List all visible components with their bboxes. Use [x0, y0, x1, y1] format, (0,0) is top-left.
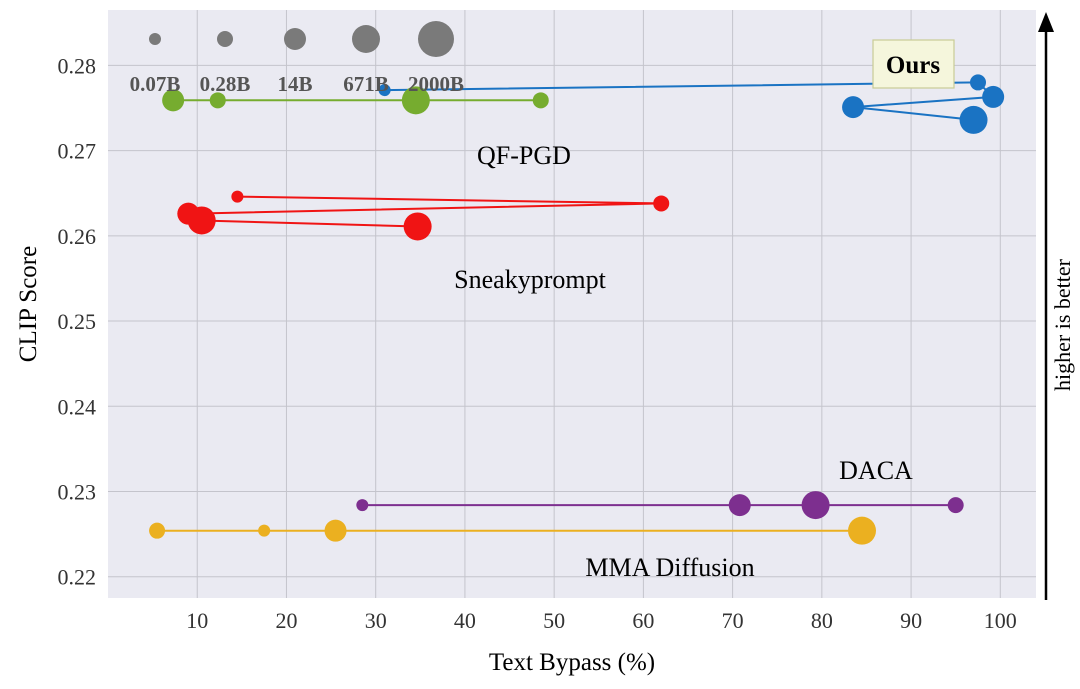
size-legend-label: 0.28B: [200, 72, 251, 96]
ours-badge: Ours: [872, 39, 955, 89]
data-point-qf-pgd: [532, 92, 549, 109]
series-label-sneakyprompt: Sneakyprompt: [454, 265, 606, 294]
svg-text:MMA Diffusion: MMA Diffusion: [585, 553, 754, 582]
series-label-mma-diffusion: MMA Diffusion: [585, 553, 754, 582]
data-point-ours: [842, 96, 865, 119]
size-legend-marker: [352, 25, 380, 53]
x-tick-label: 10: [186, 608, 208, 633]
x-tick-label: 100: [984, 608, 1017, 633]
data-point-daca: [801, 491, 830, 520]
y-tick-label: 0.26: [58, 224, 97, 249]
data-point-mma-diffusion: [324, 519, 347, 542]
data-point-qf-pgd: [162, 89, 185, 112]
size-legend: 0.07B 0.28B 14B 671B 2000B: [130, 21, 464, 96]
size-legend-label: 671B: [343, 72, 389, 96]
arrow-label: higher is better: [1050, 258, 1075, 391]
svg-text:DACA: DACA: [839, 456, 913, 485]
data-point-daca: [728, 494, 751, 517]
size-legend-marker: [418, 21, 454, 57]
size-legend-label: 14B: [277, 72, 312, 96]
plot-area: [108, 10, 1036, 598]
data-point-mma-diffusion: [848, 516, 876, 545]
x-tick-label: 90: [900, 608, 922, 633]
svg-text:Sneakyprompt: Sneakyprompt: [454, 265, 606, 294]
data-point-ours: [970, 74, 986, 91]
x-tick-label: 80: [811, 608, 833, 633]
y-tick-label: 0.27: [58, 139, 97, 164]
data-point-sneakyprompt: [403, 212, 432, 241]
data-point-sneakyprompt: [653, 195, 670, 212]
ours-badge-label: Ours: [886, 52, 940, 79]
series-label-daca: DACA: [839, 456, 913, 485]
series-label-qf-pgd: QF-PGD: [477, 141, 571, 170]
x-axis-label: Text Bypass (%): [489, 649, 655, 676]
data-point-mma-diffusion: [149, 522, 166, 539]
x-tick-label: 70: [722, 608, 744, 633]
data-point-qf-pgd: [209, 92, 226, 109]
y-tick-label: 0.23: [58, 479, 97, 504]
y-tick-label: 0.25: [58, 309, 97, 334]
x-tick-label: 50: [543, 608, 565, 633]
x-tick-label: 40: [454, 608, 476, 633]
ticks: 10 20 30 40 50 60 70 80 90 100 0.22 0.23 0.24 0.25 0.2…: [58, 53, 1017, 633]
data-point-ours: [378, 84, 391, 97]
data-point-mma-diffusion: [258, 524, 271, 537]
x-tick-label: 60: [632, 608, 654, 633]
x-tick-label: 20: [275, 608, 297, 633]
data-point-daca: [947, 497, 964, 514]
svg-text:QF-PGD: QF-PGD: [477, 141, 571, 170]
series-points: [149, 74, 1005, 545]
y-tick-label: 0.24: [58, 394, 97, 419]
data-point-sneakyprompt: [231, 190, 244, 203]
y-tick-label: 0.22: [58, 565, 97, 590]
size-legend-label: 2000B: [408, 72, 464, 96]
size-legend-marker: [149, 33, 161, 45]
data-point-ours: [982, 85, 1005, 108]
grid: [108, 10, 1036, 598]
size-legend-marker: [284, 28, 306, 50]
y-axis-label: CLIP Score: [15, 246, 42, 362]
data-point-qf-pgd: [401, 86, 430, 115]
size-legend-label: 0.07B: [130, 72, 181, 96]
x-tick-label: 30: [365, 608, 387, 633]
data-point-sneakyprompt: [187, 206, 216, 235]
higher-is-better-arrow: [1038, 12, 1054, 600]
data-point-ours: [959, 105, 988, 134]
data-point-daca: [356, 499, 369, 512]
y-tick-label: 0.28: [58, 53, 97, 78]
size-legend-marker: [217, 31, 233, 47]
